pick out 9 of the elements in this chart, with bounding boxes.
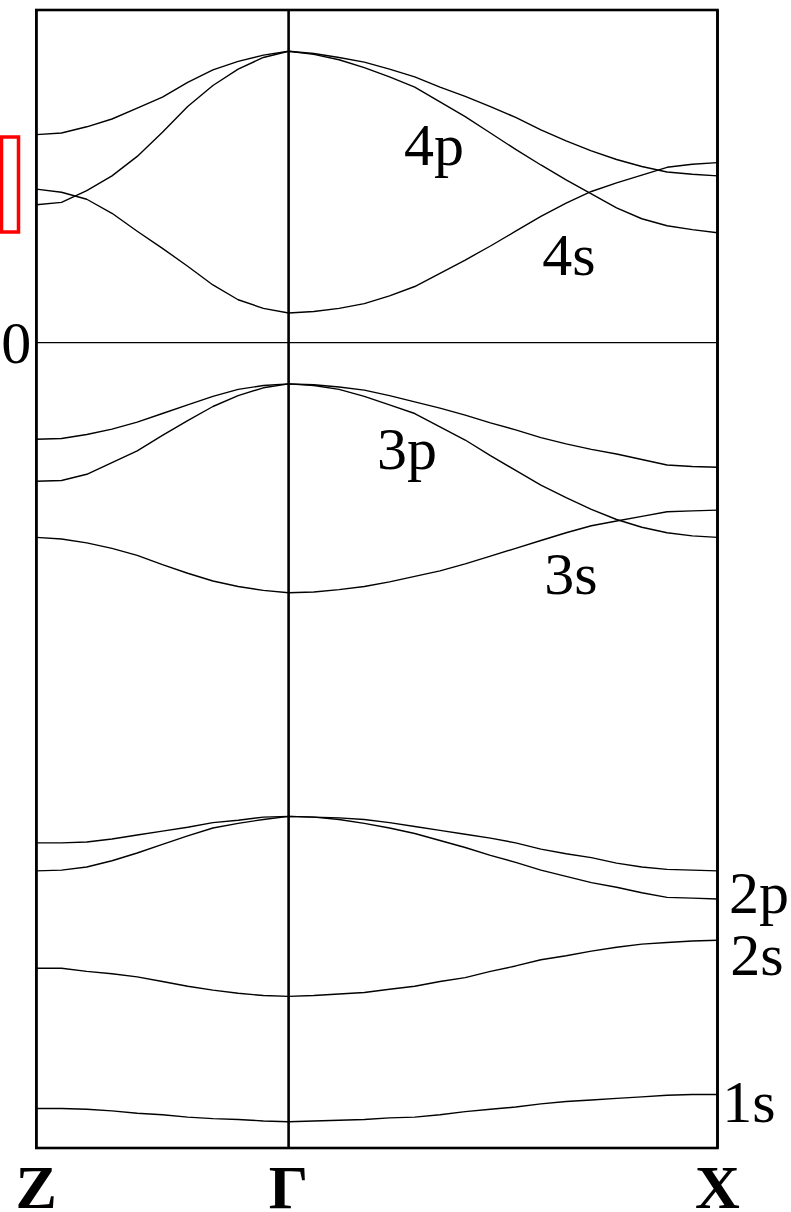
annotation: 3p <box>377 416 437 482</box>
text: 1s <box>722 1069 776 1135</box>
annotation: 4p <box>404 112 464 178</box>
x-tick-label: X <box>695 1153 741 1212</box>
annotation: 4s <box>542 222 596 288</box>
annotation: 3s <box>544 541 598 607</box>
x-tick-label: Γ <box>268 1153 309 1212</box>
x-tick-label: Z <box>15 1153 57 1212</box>
ref-line-label: 0 <box>1 309 32 376</box>
